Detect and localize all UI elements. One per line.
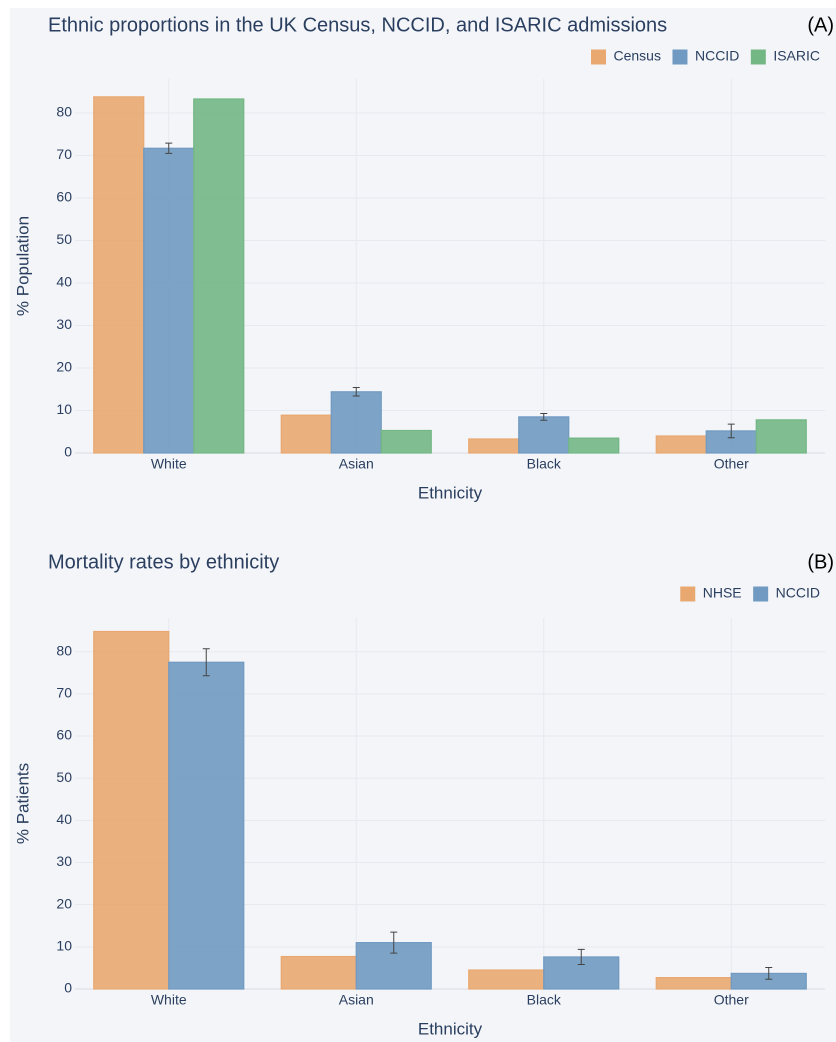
y-tick-label: 60	[56, 189, 72, 205]
legend-swatch	[750, 49, 766, 65]
y-axis-title: % Population	[13, 216, 32, 316]
y-tick-label: 80	[56, 104, 72, 120]
panel-label: (A)	[807, 14, 834, 36]
y-tick-label: 0	[64, 444, 72, 460]
legend-label: Census	[614, 48, 661, 64]
y-tick-label: 20	[56, 895, 72, 911]
x-tick-label: Asian	[339, 992, 374, 1008]
bar	[143, 147, 195, 454]
bar	[280, 414, 332, 454]
y-tick-label: 80	[56, 642, 72, 658]
bar	[280, 955, 357, 990]
error-bar	[202, 648, 210, 677]
y-tick-label: 30	[56, 316, 72, 332]
bar	[168, 661, 245, 990]
legend-swatch	[591, 49, 606, 65]
y-tick-label: 40	[56, 811, 72, 827]
bar	[193, 98, 245, 454]
bar	[655, 435, 707, 454]
error-bar	[727, 423, 735, 439]
y-tick-label: 70	[56, 685, 72, 701]
legend-label: NCCID	[776, 585, 820, 601]
y-tick-label: 0	[64, 980, 72, 996]
x-tick-label: White	[151, 992, 187, 1008]
error-bar	[765, 966, 773, 980]
chart-title: Mortality rates by ethnicity	[48, 551, 279, 573]
x-axis-title: Ethnicity	[418, 483, 483, 502]
y-tick-label: 10	[56, 401, 72, 417]
bar	[330, 391, 382, 454]
error-bar	[165, 142, 173, 154]
error-bar	[352, 387, 360, 397]
x-axis-title: Ethnicity	[418, 1019, 483, 1038]
y-tick-label: 60	[56, 727, 72, 743]
x-tick-label: Black	[527, 992, 562, 1008]
x-tick-label: Other	[714, 456, 749, 472]
bar	[380, 429, 432, 454]
legend-swatch	[680, 586, 696, 602]
bar	[93, 96, 145, 454]
legend-label: NCCID	[695, 48, 739, 64]
bar	[468, 969, 545, 990]
legend-label: ISARIC	[773, 48, 820, 64]
legend-swatch	[672, 49, 688, 65]
bar	[93, 630, 170, 990]
bar	[755, 419, 807, 454]
y-tick-label: 40	[56, 274, 72, 290]
panel-label: (B)	[807, 551, 834, 573]
bar	[568, 437, 620, 454]
error-bar	[390, 931, 398, 954]
y-tick-label: 30	[56, 853, 72, 869]
legend-label: NHSE	[703, 585, 742, 601]
error-bar	[540, 412, 548, 421]
error-bar	[577, 948, 585, 966]
legend-swatch	[753, 586, 769, 602]
x-tick-label: Asian	[339, 456, 374, 472]
x-tick-label: White	[151, 456, 187, 472]
y-tick-label: 20	[56, 359, 72, 375]
y-tick-label: 70	[56, 146, 72, 162]
y-tick-label: 50	[56, 231, 72, 247]
y-tick-label: 10	[56, 938, 72, 954]
bar	[518, 416, 570, 454]
bar	[655, 977, 732, 990]
x-tick-label: Black	[527, 456, 562, 472]
y-axis-title: % Patients	[13, 763, 32, 844]
chart-title: Ethnic proportions in the UK Census, NCC…	[48, 14, 667, 36]
bar	[468, 438, 520, 454]
y-tick-label: 50	[56, 769, 72, 785]
x-tick-label: Other	[714, 992, 749, 1008]
